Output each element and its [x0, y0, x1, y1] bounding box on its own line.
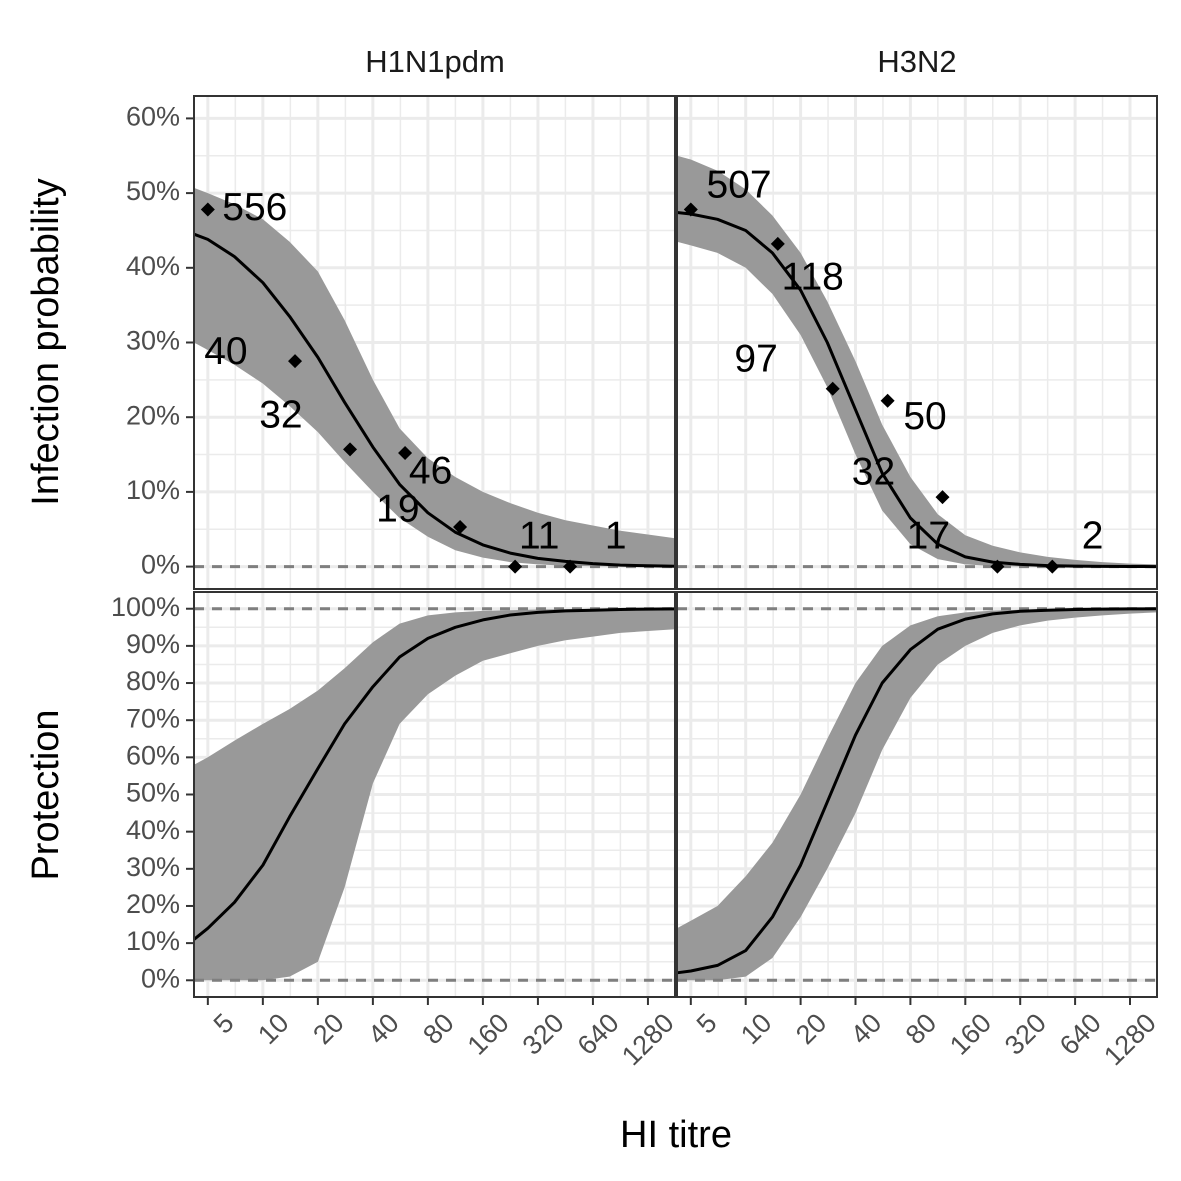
fitted-curve [193, 232, 676, 568]
y-tick-label: 20% [126, 889, 180, 919]
point-label: 2 [1082, 515, 1104, 558]
point-label: 507 [707, 163, 772, 206]
y-tick-label: 60% [126, 740, 180, 770]
data-point [880, 393, 895, 408]
x-tick-label: 80 [417, 1008, 459, 1050]
x-tick-label: 5 [691, 1008, 723, 1040]
y-tick-label: 70% [126, 703, 180, 733]
x-tick-label: 160 [462, 1008, 515, 1061]
y-tick-label: 100% [111, 592, 180, 622]
panel-border [676, 95, 1158, 590]
confidence-ribbon [194, 608, 675, 981]
data-point [200, 202, 215, 217]
y-axis-title-protection: Protection [25, 709, 67, 880]
y-tick-label: 10% [126, 475, 180, 505]
y-tick-label: 30% [126, 852, 180, 882]
y-tick-label: 80% [126, 666, 180, 696]
panel-protection-0: 0% 10% 20% 30% 40% 50% 60% 70% 80% 90% 100% 5 10 20 40… [111, 591, 680, 1072]
point-label: 19 [376, 488, 419, 531]
data-point [1045, 559, 1060, 574]
x-axis-title: HI titre [620, 1114, 732, 1156]
data-point [343, 442, 358, 457]
y-tick-label: 50% [126, 778, 180, 808]
y-tick-label: 40% [126, 815, 180, 845]
data-point [770, 236, 785, 251]
y-tick-label: 50% [126, 176, 180, 206]
x-tick-label: 80 [900, 1008, 942, 1050]
data-point [990, 559, 1005, 574]
data-point [935, 490, 950, 505]
data-point [288, 354, 303, 369]
x-tick-label: 640 [572, 1008, 625, 1061]
point-label: 556 [222, 186, 287, 229]
x-tick-label: 1280 [616, 1008, 680, 1072]
x-tick-label: 5 [208, 1008, 240, 1040]
data-point [453, 520, 468, 535]
x-tick-label: 20 [307, 1008, 349, 1050]
point-label: 97 [734, 337, 777, 380]
x-tick-label: 320 [999, 1008, 1052, 1061]
x-tick-label: 40 [362, 1008, 404, 1050]
x-tick-label: 10 [252, 1008, 294, 1050]
point-label: 118 [782, 255, 844, 298]
y-tick-label: 0% [141, 550, 180, 580]
data-point [563, 559, 578, 574]
x-tick-label: 640 [1054, 1008, 1107, 1061]
point-label: 1 [605, 515, 627, 558]
point-label: 40 [204, 330, 247, 373]
panel-border [676, 591, 1158, 998]
y-tick-label: 90% [126, 629, 180, 659]
y-tick-label: 0% [141, 963, 180, 993]
confidence-ribbon [677, 608, 1157, 981]
x-tick-label: 20 [790, 1008, 832, 1050]
y-tick-label: 30% [126, 326, 180, 356]
point-label: 32 [852, 450, 895, 493]
y-tick-label: 40% [126, 251, 180, 281]
fitted-curve [193, 607, 676, 941]
data-point [825, 381, 840, 396]
point-label: 11 [519, 515, 560, 558]
x-tick-label: 320 [517, 1008, 570, 1061]
data-point [683, 202, 698, 217]
point-label: 50 [903, 395, 946, 438]
confidence-ribbon [194, 187, 675, 567]
y-tick-label: 60% [126, 102, 180, 132]
point-label: 32 [259, 393, 302, 436]
x-tick-label: 160 [944, 1008, 997, 1061]
facet-label-h3n2: H3N2 [877, 44, 956, 79]
x-tick-label: 1280 [1098, 1008, 1162, 1072]
fitted-curve [676, 607, 1158, 975]
data-point [398, 446, 413, 461]
x-tick-label: 10 [735, 1008, 777, 1050]
fitted-curve [676, 211, 1158, 569]
point-label: 46 [409, 450, 452, 493]
data-point [508, 559, 523, 574]
y-tick-label: 10% [126, 926, 180, 956]
facet-label-h1n1pdm: H1N1pdm [365, 44, 505, 79]
confidence-ribbon [677, 155, 1157, 567]
point-label: 17 [907, 515, 950, 558]
y-tick-label: 20% [126, 400, 180, 430]
y-axis-title-infection: Infection probability [25, 178, 67, 505]
x-tick-label: 40 [845, 1008, 887, 1050]
